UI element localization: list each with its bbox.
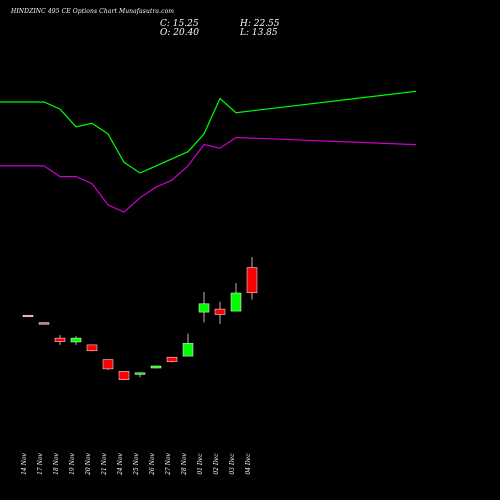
- candle-body: [118, 371, 130, 380]
- x-tick-label: 27 Nov: [165, 452, 172, 475]
- close-value: C: 15.25: [160, 19, 199, 29]
- candle-body: [230, 292, 242, 312]
- x-axis-ticks: 14 Nov 17 Nov 18 Nov 19 Nov 20 Nov 21 Nov 24 N…: [21, 452, 252, 475]
- candle-body: [214, 308, 226, 315]
- candle-body: [102, 359, 114, 370]
- candle: [86, 344, 98, 352]
- x-tick-label: 01 Dec: [197, 453, 204, 475]
- candle-body: [182, 343, 194, 357]
- candle-body: [198, 303, 210, 313]
- x-tick-label: 24 Nov: [117, 452, 124, 475]
- candle-body: [150, 365, 162, 369]
- candle-body: [86, 344, 98, 352]
- x-tick-label: 20 Nov: [85, 452, 92, 475]
- candle-body: [38, 322, 50, 325]
- candle: [214, 301, 226, 324]
- x-tick-label: 04 Dec: [245, 453, 252, 475]
- x-tick-label: 18 Nov: [53, 452, 60, 474]
- candle: [38, 322, 50, 325]
- candle: [166, 356, 178, 363]
- indicator-line-2: [0, 136, 417, 213]
- candle: [134, 372, 146, 378]
- x-tick-label: 25 Nov: [133, 452, 140, 475]
- low-value: L: 13.85: [240, 28, 278, 38]
- candle-body: [134, 372, 146, 375]
- candle: [102, 359, 114, 370]
- candle: [22, 314, 34, 318]
- candle: [70, 336, 82, 345]
- candle: [54, 335, 66, 345]
- indicator-line-1: [0, 90, 417, 174]
- candle: [150, 365, 162, 369]
- candle-body: [22, 314, 34, 318]
- indicator-lines: [0, 90, 417, 213]
- candle-body: [166, 356, 178, 362]
- x-tick-label: 02 Dec: [213, 453, 220, 475]
- candle: [230, 283, 242, 312]
- candles: [22, 256, 258, 381]
- candle-body: [54, 337, 66, 342]
- candle-body: [246, 267, 258, 293]
- candle: [198, 291, 210, 323]
- candle: [246, 256, 258, 300]
- x-tick-label: 28 Nov: [181, 452, 188, 475]
- x-tick-label: 03 Dec: [229, 453, 236, 475]
- x-tick-label: 19 Nov: [69, 452, 76, 474]
- x-tick-label: 14 Nov: [21, 452, 28, 474]
- x-tick-label: 21 Nov: [101, 452, 108, 475]
- candle-body: [70, 337, 82, 343]
- high-value: H: 22.55: [240, 19, 280, 29]
- candle: [182, 333, 194, 357]
- open-value: O: 20.40: [160, 28, 200, 38]
- x-tick-label: 26 Nov: [149, 452, 156, 475]
- chart-title: HINDZINC 495 CE Options Chart Munafasutr…: [11, 8, 175, 15]
- candle: [118, 371, 130, 381]
- x-tick-label: 17 Nov: [37, 452, 44, 474]
